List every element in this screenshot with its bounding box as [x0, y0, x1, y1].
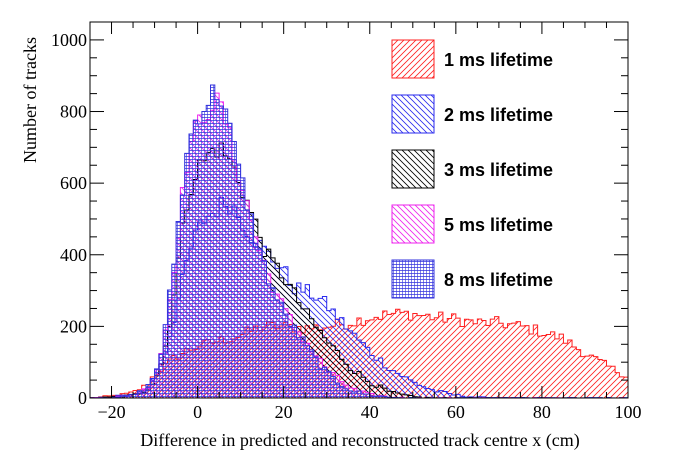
- y-tick-label: 600: [60, 173, 87, 193]
- series-layer: [89, 84, 629, 399]
- x-tick-label: 100: [615, 402, 642, 422]
- x-tick-label: 20: [275, 402, 293, 422]
- y-tick-label: 400: [60, 245, 87, 265]
- x-tick-label: 80: [533, 402, 551, 422]
- y-tick-label: 1000: [51, 30, 87, 50]
- legend-swatch: [391, 39, 435, 79]
- y-axis-label: Number of tracks: [20, 37, 40, 163]
- legend-label: 1 ms lifetime: [444, 50, 553, 70]
- x-axis-label: Difference in predicted and reconstructe…: [140, 430, 579, 451]
- plot-frame: [89, 21, 629, 399]
- legend-label: 3 ms lifetime: [444, 160, 553, 180]
- legend-label: 2 ms lifetime: [444, 105, 553, 125]
- y-tick-label: 800: [60, 102, 87, 122]
- x-tick-label: 0: [193, 402, 202, 422]
- x-tick-label: 60: [447, 402, 465, 422]
- y-tick-label: 0: [78, 388, 87, 408]
- x-tick-label: −20: [97, 402, 125, 422]
- legend-swatch: [391, 149, 435, 189]
- legend-swatch: [391, 204, 435, 244]
- legend: 1 ms lifetime 2 ms lifetime 3 ms lifetime 5…: [391, 39, 553, 299]
- legend-label: 8 ms lifetime: [444, 270, 553, 290]
- y-tick-label: 200: [60, 316, 87, 336]
- x-tick-label: 40: [361, 402, 379, 422]
- legend-swatch: [391, 259, 435, 299]
- legend-swatch: [391, 94, 435, 134]
- legend-label: 5 ms lifetime: [444, 215, 553, 235]
